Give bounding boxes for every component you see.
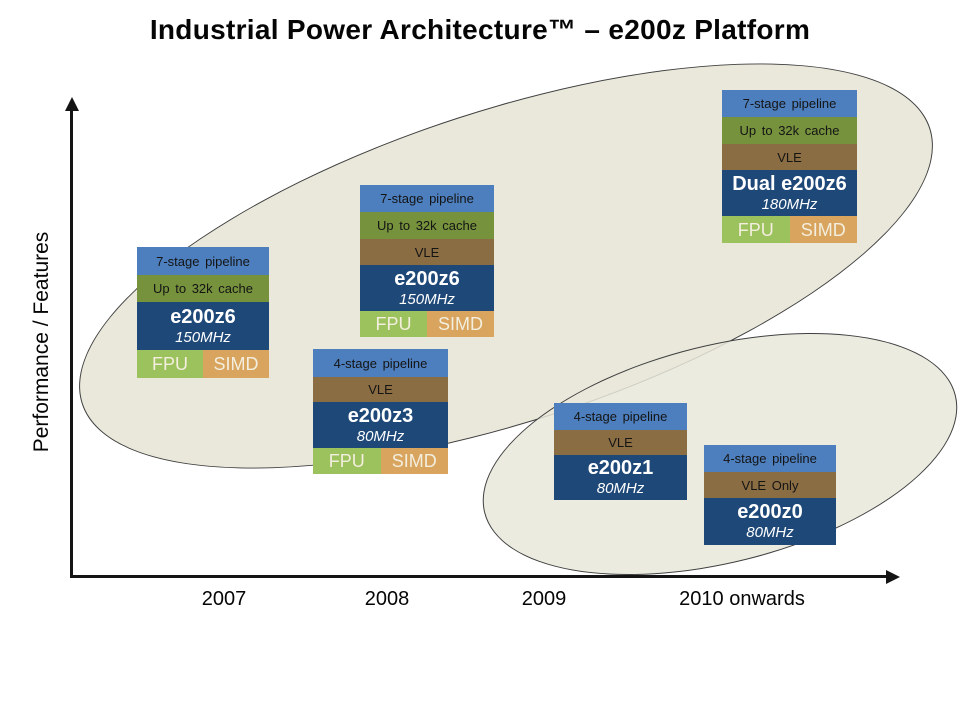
core-name-row: e200z3 80MHz [313, 402, 448, 448]
core-clock-speed: 150MHz [175, 328, 231, 346]
feature-row-vle: VLE [722, 144, 857, 170]
capability-cell-simd: SIMD [380, 448, 448, 474]
cpu-block-dual-e200z6: 7-stage pipeline Up to 32k cache VLE Dual e… [722, 90, 857, 243]
capability-cell-fpu: FPU [722, 216, 790, 243]
capability-cell-fpu: FPU [137, 350, 203, 378]
feature-row-pipeline: 4-stage pipeline [313, 349, 448, 377]
cpu-block-e200z0-2010: 4-stage pipeline VLE Only e200z0 80MHz [704, 445, 836, 545]
feature-row-cache: Up to 32k cache [360, 212, 494, 239]
x-axis-tick-2008: 2008 [364, 588, 410, 610]
core-name-row: e200z0 80MHz [704, 498, 836, 545]
core-name: e200z0 [737, 501, 803, 523]
capability-cell-simd: SIMD [427, 311, 494, 337]
core-name-row: Dual e200z6 180MHz [722, 170, 857, 216]
x-axis-tick-2009: 2009 [521, 588, 567, 610]
feature-row-pipeline: 7-stage pipeline [360, 185, 494, 212]
feature-row-vle: VLE [360, 239, 494, 265]
cpu-block-e200z3-2008: 4-stage pipeline VLE e200z3 80MHz FPU SIMD [313, 349, 448, 474]
slide-title: Industrial Power Architecture™ – e200z P… [149, 14, 811, 45]
feature-row-vle: VLE [313, 377, 448, 402]
x-axis-arrow-icon [886, 569, 900, 584]
core-clock-speed: 80MHz [356, 427, 405, 445]
capability-footer: FPU SIMD [360, 311, 494, 337]
feature-row-pipeline: 4-stage pipeline [554, 403, 687, 430]
x-axis-tick-2010-onwards: 2010 onwards [679, 588, 805, 610]
y-axis-label: Performance / Features [30, 231, 53, 453]
core-name-row: e200z6 150MHz [137, 302, 269, 350]
y-axis-line [70, 108, 73, 578]
core-name: e200z3 [347, 404, 414, 427]
cpu-block-e200z6-2008: 7-stage pipeline Up to 32k cache VLE e200z6… [360, 185, 494, 337]
feature-row-cache: Up to 32k cache [722, 117, 857, 144]
feature-row-pipeline: 4-stage pipeline [704, 445, 836, 472]
core-name: Dual e200z6 [732, 172, 847, 195]
core-name: e200z6 [170, 305, 236, 328]
capability-footer: FPU SIMD [722, 216, 857, 243]
core-name: e200z6 [394, 267, 460, 290]
core-name: e200z1 [587, 457, 654, 479]
core-clock-speed: 150MHz [399, 290, 455, 308]
core-name-row: e200z6 150MHz [360, 265, 494, 311]
x-axis-line [70, 575, 888, 578]
feature-row-pipeline: 7-stage pipeline [137, 247, 269, 275]
capability-footer: FPU SIMD [313, 448, 448, 474]
feature-row-vle: VLE [554, 430, 687, 455]
core-name-row: e200z1 80MHz [554, 455, 687, 500]
core-clock-speed: 180MHz [761, 195, 818, 213]
capability-cell-simd: SIMD [789, 216, 857, 243]
feature-row-pipeline: 7-stage pipeline [722, 90, 857, 117]
capability-footer: FPU SIMD [137, 350, 269, 378]
feature-row-cache: Up to 32k cache [137, 275, 269, 302]
y-axis-arrow-icon [64, 97, 79, 111]
capability-cell-fpu: FPU [360, 311, 427, 337]
core-clock-speed: 80MHz [596, 480, 645, 497]
x-axis-tick-2007: 2007 [201, 588, 247, 610]
capability-cell-simd: SIMD [203, 350, 269, 378]
capability-cell-fpu: FPU [313, 448, 381, 474]
cpu-block-e200z1-2009: 4-stage pipeline VLE e200z1 80MHz [554, 403, 687, 500]
feature-row-vle: VLE Only [704, 472, 836, 498]
cpu-block-e200z6-2007: 7-stage pipeline Up to 32k cache e200z6 150… [137, 247, 269, 378]
core-clock-speed: 80MHz [746, 524, 794, 541]
